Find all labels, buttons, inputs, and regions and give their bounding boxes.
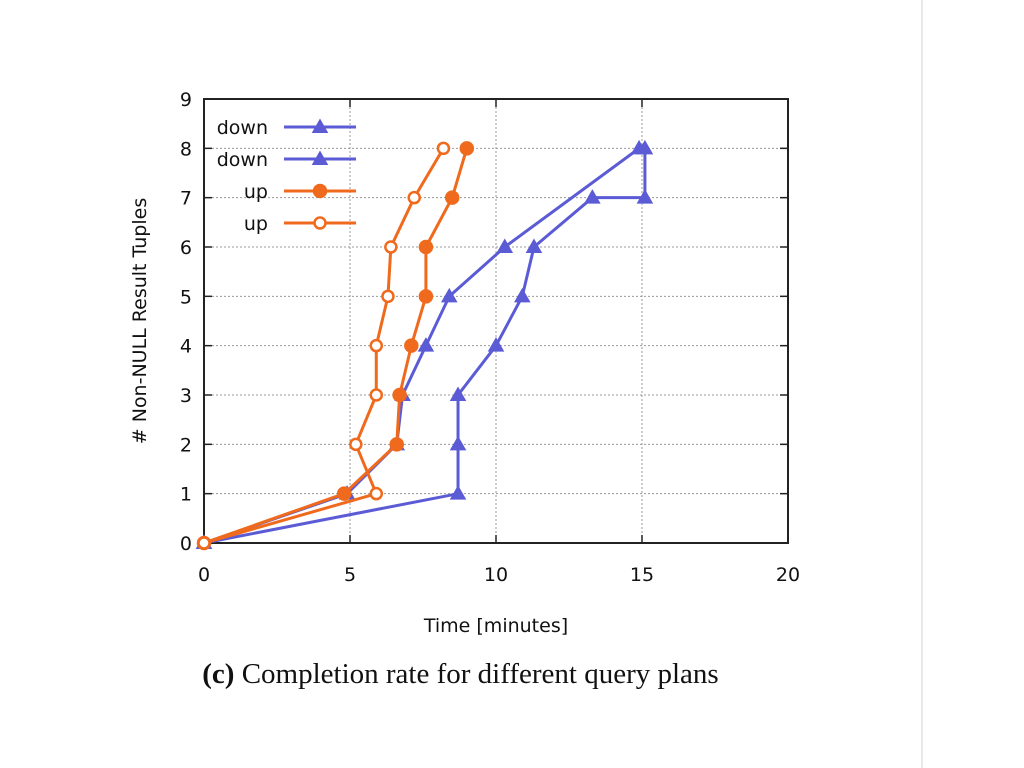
- data-point: [407, 190, 421, 205]
- data-point: [436, 141, 451, 156]
- y-tick-label: 5: [180, 286, 192, 308]
- data-point: [449, 386, 467, 401]
- y-tick-label: 9: [180, 89, 192, 111]
- data-point: [349, 437, 363, 452]
- y-axis-title: # Non-NULL Result Tuples: [129, 198, 151, 444]
- legend-label: down: [217, 117, 268, 139]
- data-point: [440, 287, 458, 303]
- data-point: [336, 486, 352, 501]
- x-tick-label: 5: [344, 564, 356, 586]
- legend-label: down: [217, 149, 268, 171]
- data-point: [584, 189, 601, 204]
- data-point: [449, 485, 467, 500]
- page-edge-divider: [921, 0, 923, 768]
- data-point: [444, 190, 460, 205]
- x-tick-label: 10: [484, 564, 508, 586]
- data-point: [389, 437, 404, 452]
- x-tick-label: 20: [776, 564, 800, 586]
- series-up-4: [197, 141, 451, 550]
- y-tick-label: 4: [180, 336, 192, 358]
- data-point: [630, 139, 648, 155]
- series-up-3: [196, 141, 475, 551]
- x-tick-label: 15: [630, 564, 654, 586]
- data-point: [384, 240, 398, 254]
- y-tick-label: 8: [180, 138, 192, 160]
- data-point: [197, 536, 211, 550]
- y-tick-label: 0: [180, 533, 192, 555]
- legend-marker: [311, 150, 329, 165]
- legend-entry: up: [244, 213, 356, 235]
- legend-entry: down: [217, 117, 356, 139]
- data-point: [449, 435, 467, 451]
- data-point: [392, 387, 407, 403]
- data-point: [404, 338, 419, 353]
- axis-ticks: 0 5 10 15 20 0 1 2 3 4 5 6 7 8 9: [180, 89, 800, 586]
- data-point: [417, 337, 435, 352]
- data-point: [525, 238, 543, 253]
- data-point: [418, 289, 434, 304]
- data-point: [369, 486, 384, 501]
- series-layer: [195, 139, 654, 551]
- legend-label: up: [244, 213, 268, 235]
- series-line: [203, 147, 640, 545]
- data-point: [381, 289, 395, 304]
- data-point: [369, 338, 384, 353]
- data-point: [513, 287, 531, 303]
- data-point: [487, 337, 505, 352]
- data-point: [459, 141, 475, 156]
- grid: [204, 99, 788, 543]
- y-tick-label: 2: [180, 434, 192, 456]
- y-tick-label: 7: [180, 188, 192, 210]
- y-tick-label: 3: [180, 385, 192, 407]
- legend-label: up: [244, 181, 268, 203]
- legend-marker: [313, 216, 327, 230]
- data-point: [369, 388, 384, 402]
- caption-label: (c): [202, 658, 235, 690]
- caption-text: Completion rate for different query plan…: [241, 658, 719, 690]
- y-tick-label: 6: [180, 237, 192, 259]
- x-tick-label: 0: [198, 564, 210, 586]
- legend-marker: [312, 183, 328, 199]
- legend-entry: down: [217, 149, 356, 171]
- data-point: [636, 189, 654, 204]
- data-point: [418, 239, 434, 255]
- legend-marker: [311, 118, 329, 133]
- series-line: [203, 148, 647, 545]
- legend-entry: up: [244, 181, 356, 203]
- figure-caption: (c) Completion rate for different query …: [0, 658, 921, 691]
- data-point: [496, 238, 514, 253]
- y-tick-label: 1: [180, 484, 192, 506]
- line-chart: 0 5 10 15 20 0 1 2 3 4 5 6 7 8 9 down down up up Time [mi…: [129, 89, 800, 637]
- legend: down down up up: [217, 117, 356, 235]
- x-axis-title: Time [minutes]: [423, 615, 568, 637]
